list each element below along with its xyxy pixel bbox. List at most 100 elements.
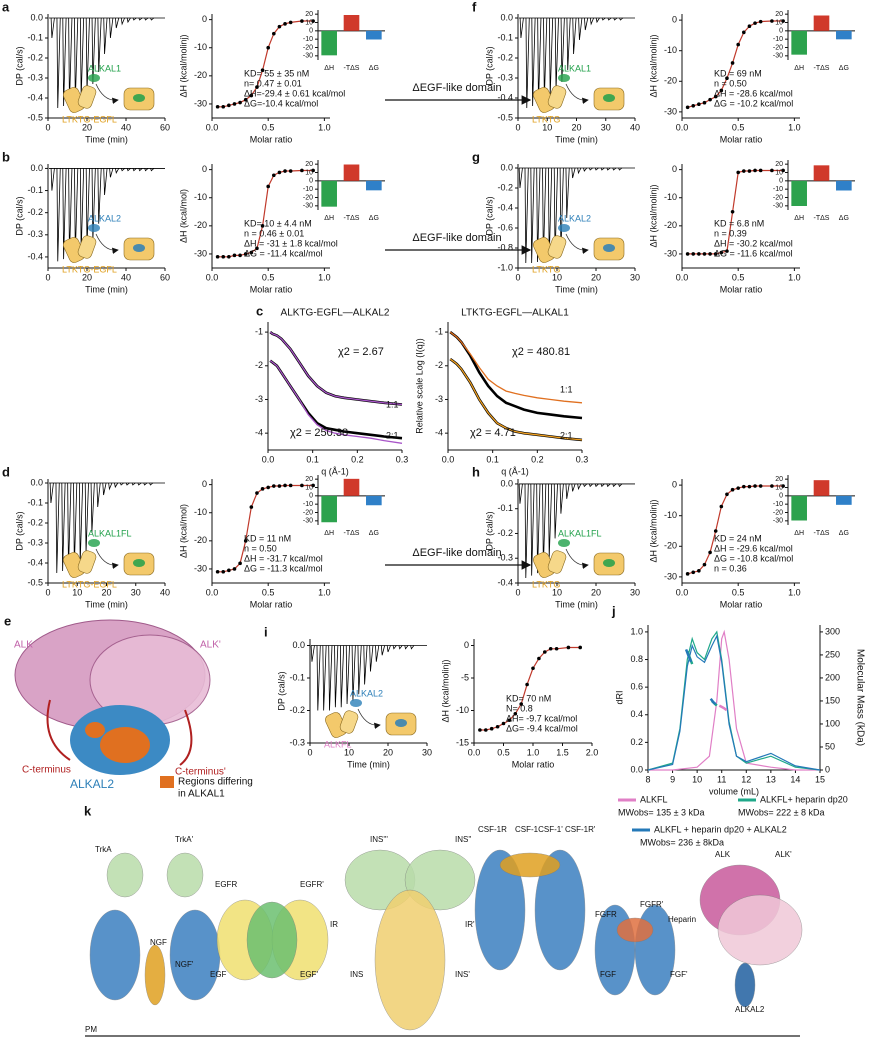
y-tick-label: -0.6	[497, 222, 513, 232]
x-tick-label: 0	[45, 272, 50, 282]
y-tick-label: -20	[194, 220, 207, 230]
y-tick-label: 20	[775, 476, 783, 483]
data-point	[311, 483, 315, 488]
data-point	[730, 61, 735, 65]
data-point	[288, 20, 293, 25]
injection-peak	[530, 167, 535, 264]
y-tick-label: -0.1	[497, 503, 513, 513]
injection-peak	[583, 483, 588, 488]
y-tick-label: -30	[773, 518, 783, 525]
injection-peak	[606, 167, 611, 171]
bar-category: -TΔS	[814, 530, 830, 537]
injection-peak	[600, 483, 605, 488]
complex-label: IR	[330, 920, 338, 929]
y-tick-label: 0.0	[500, 12, 513, 22]
ligand-shape	[133, 559, 145, 567]
injection-peak	[571, 483, 576, 492]
receptor-shape	[77, 85, 97, 109]
injection-peak	[90, 482, 95, 534]
y-tick-label: -10	[456, 705, 469, 715]
data-point	[525, 682, 529, 687]
injection-peak	[340, 645, 345, 708]
injection-peak	[126, 168, 131, 172]
complex-label: EGF	[210, 970, 227, 979]
data-point	[232, 102, 237, 106]
injection-peak	[613, 17, 618, 21]
y-tick-label: 0.4	[630, 709, 643, 719]
y-tick-label: -0.1	[27, 185, 43, 195]
y-tick-label: 0.0	[30, 163, 43, 173]
data-point	[283, 483, 287, 488]
data-point	[495, 724, 500, 729]
data-point	[249, 93, 254, 98]
legend-label: ALKFL+ heparin dp20	[760, 794, 848, 804]
fit-curve	[687, 169, 784, 255]
injection-peak	[137, 482, 142, 486]
y-tick-label: -1.0	[497, 262, 513, 272]
injection-peak	[518, 483, 523, 504]
panel-label: d	[2, 464, 10, 479]
x-tick-label: 40	[630, 122, 640, 132]
complex-domain	[166, 852, 204, 898]
data-point	[758, 19, 763, 24]
differing-region	[85, 722, 105, 738]
receptor-label: ALKFL	[324, 739, 352, 749]
y-tick-label: -20	[773, 509, 783, 516]
fit-annotation: 2:1	[386, 430, 399, 440]
bar	[791, 180, 807, 206]
x-tick-label: 14	[790, 774, 800, 784]
bar-category: ΔG	[839, 215, 849, 222]
data-point	[691, 103, 696, 108]
data-point	[747, 24, 752, 29]
panel-label: j	[611, 603, 616, 618]
y-tick-label: 20	[775, 11, 783, 18]
complex-label: FGF'	[670, 970, 688, 979]
data-point	[311, 19, 315, 23]
injection-peak	[410, 645, 415, 650]
y-tick-label: -10	[194, 192, 207, 202]
bar	[791, 30, 807, 55]
injection-peak	[577, 483, 582, 491]
panel-label: f	[472, 0, 477, 14]
c-terminus	[46, 699, 71, 761]
data-point	[691, 570, 696, 575]
data-point	[713, 529, 718, 533]
fit-annotation: 1:1	[386, 399, 399, 409]
fit-parameter: ΔH = -30.2 kcal/mol	[714, 238, 793, 248]
fit-parameter: n = 0.50	[714, 78, 747, 88]
x-tick-label: 0.1	[306, 454, 319, 464]
x-tick-label: 10	[344, 747, 354, 757]
injection-peak	[138, 168, 143, 172]
data-point	[719, 88, 724, 93]
y-tick-label: -4	[435, 428, 443, 438]
data-point	[702, 100, 707, 105]
y2-tick-label: 0	[825, 764, 830, 774]
data-point	[781, 19, 785, 23]
y-axis-label: DP (cal/s)	[14, 46, 24, 85]
injection-peak	[577, 167, 582, 175]
ligand-shape	[603, 94, 615, 102]
plot-title: ALKTG-EGFL—ALKAL2	[281, 308, 390, 319]
injection-peak	[150, 17, 155, 21]
y-tick-label: -30	[773, 203, 783, 210]
data-point	[215, 254, 220, 259]
injection-peak	[584, 17, 589, 31]
y-tick-label: -0.2	[27, 52, 43, 62]
fit-parameter: n = 0.46 ± 0.01	[244, 228, 304, 238]
fit-parameter: ΔG = -11.6 kcal/mol	[714, 248, 793, 258]
y-tick-label: 10	[775, 19, 783, 26]
injection-peak	[380, 645, 386, 656]
receptor-shape	[547, 550, 567, 574]
x-tick-label: 0.0	[676, 587, 689, 597]
x-tick-label: 0	[515, 272, 520, 282]
y-axis-label: ΔH (kcal/molinj)	[440, 659, 450, 722]
data-point	[501, 721, 506, 726]
y-tick-label: 0.0	[292, 640, 305, 650]
fit-parameter: n = 0.50	[244, 543, 277, 553]
injection-peak	[50, 168, 55, 191]
complex-label: EGFR'	[300, 880, 324, 889]
y-tick-label: 10	[775, 484, 783, 491]
y-tick-label: -10	[664, 510, 677, 520]
ligand-shape	[88, 74, 100, 82]
bar	[366, 180, 382, 191]
